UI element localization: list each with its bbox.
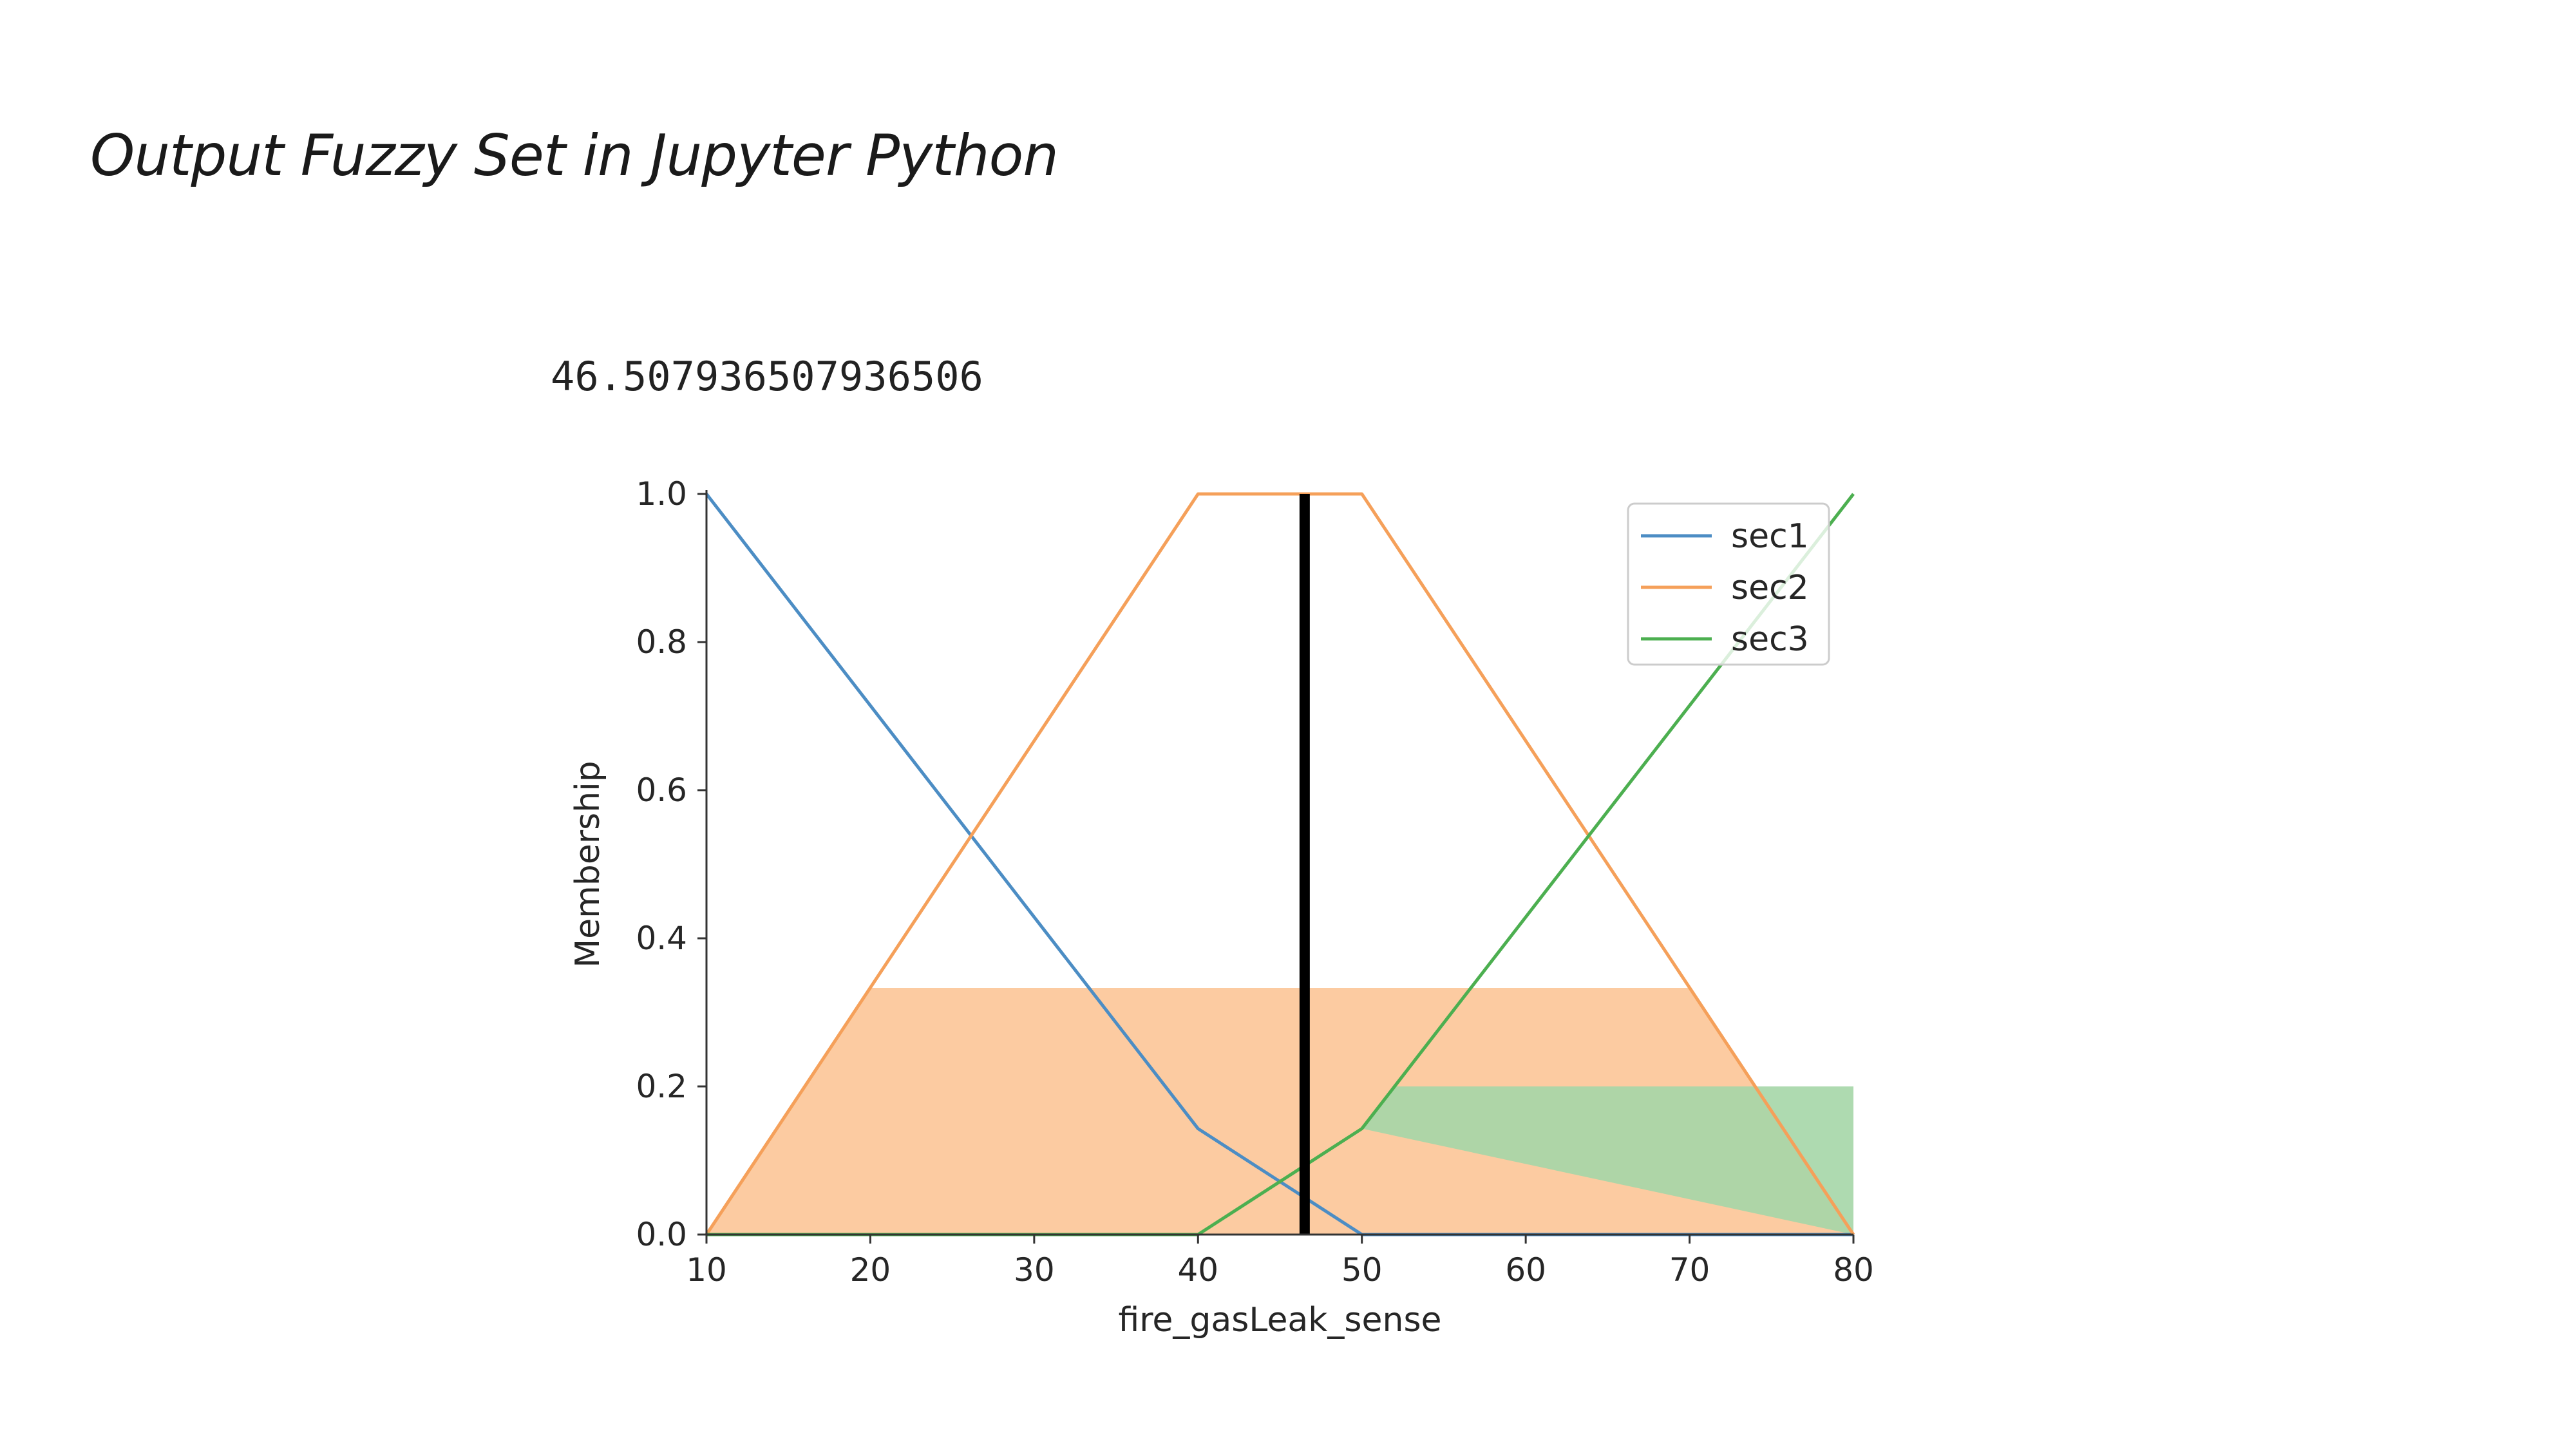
activation-fill-sec3: [1361, 1086, 1853, 1235]
y-axis-label: Membership: [569, 761, 607, 967]
y-tick-label: 0.8: [636, 623, 687, 661]
x-tick-label: 50: [1341, 1251, 1383, 1289]
legend-label-sec2: sec2: [1731, 569, 1809, 607]
y-tick-label: 0.2: [636, 1068, 687, 1105]
defuzzified-output-value: 46.507936507936506: [551, 353, 983, 400]
x-tick-label: 70: [1669, 1251, 1710, 1289]
series-line-sec2: [705, 492, 1855, 1236]
x-tick-label: 20: [850, 1251, 891, 1289]
legend: sec1 sec2 sec3: [1627, 502, 1830, 666]
y-tick-label: 0.0: [636, 1216, 687, 1253]
x-tick-label: 80: [1833, 1251, 1874, 1289]
legend-box: [1627, 502, 1830, 666]
y-tick-label: 1.0: [636, 475, 687, 513]
slide-title: Output Fuzzy Set in Jupyter Python: [90, 122, 1059, 189]
legend-label-sec3: sec3: [1731, 620, 1809, 659]
y-tick-label: 0.4: [636, 920, 687, 957]
activation-fill-sec2: [706, 988, 1853, 1235]
x-axis-label: fire_gasLeak_sense: [1118, 1301, 1441, 1340]
x-tick-label: 40: [1177, 1251, 1218, 1289]
y-tick-label: 0.6: [636, 772, 687, 809]
activation-fills: [706, 988, 1853, 1235]
legend-label-sec1: sec1: [1731, 517, 1809, 556]
axes: 10 20 30 40 50 60 70 80 0.0 0.2 0.4 0.6 0.8 1.0 fire_g…: [569, 475, 1874, 1340]
x-tick-label: 60: [1505, 1251, 1546, 1289]
x-tick-label: 30: [1014, 1251, 1055, 1289]
x-tick-label: 10: [686, 1251, 727, 1289]
